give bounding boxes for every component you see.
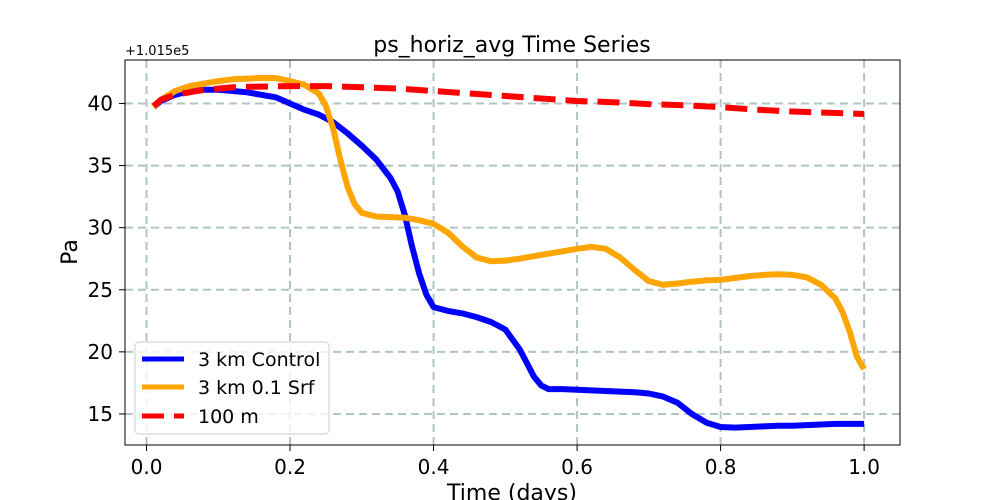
x-tick-label: 0.4 (418, 455, 450, 479)
chart-title: ps_horiz_avg Time Series (373, 33, 650, 58)
x-tick-label: 0.8 (705, 455, 737, 479)
y-tick-label: 15 (88, 402, 113, 426)
y-axis-label: Pa (58, 239, 83, 265)
series-line-3-km-0-1-srf (151, 75, 867, 371)
legend-frame (134, 341, 330, 435)
legend-label-control: 3 km Control (198, 349, 320, 371)
legend-label-srf: 3 km 0.1 Srf (198, 377, 316, 399)
x-tick-label: 0.6 (561, 455, 593, 479)
x-tick-label: 0.0 (131, 455, 163, 479)
y-axis: 15 20 25 30 35 40 (88, 91, 125, 426)
series-line-3-km-control (151, 86, 865, 431)
legend: 3 km Control 3 km 0.1 Srf 100 m (134, 341, 330, 435)
series-layer (151, 75, 867, 431)
x-tick-label: 0.2 (274, 455, 306, 479)
y-tick-label: 20 (88, 340, 113, 364)
y-tick-label: 35 (88, 154, 113, 178)
y-tick-label: 25 (88, 278, 113, 302)
series-line-100-m (151, 83, 865, 117)
y-tick-label: 40 (88, 91, 113, 115)
plot-frame (124, 59, 901, 446)
x-axis-label: Time (days) (446, 481, 577, 500)
y-tick-label: 30 (88, 216, 113, 240)
x-tick-label: 1.0 (848, 455, 880, 479)
x-axis: 0.0 0.2 0.4 0.6 0.8 1.0 (131, 445, 880, 479)
y-offset-text: +1.015e5 (125, 44, 189, 59)
legend-label-100m: 100 m (198, 406, 259, 428)
